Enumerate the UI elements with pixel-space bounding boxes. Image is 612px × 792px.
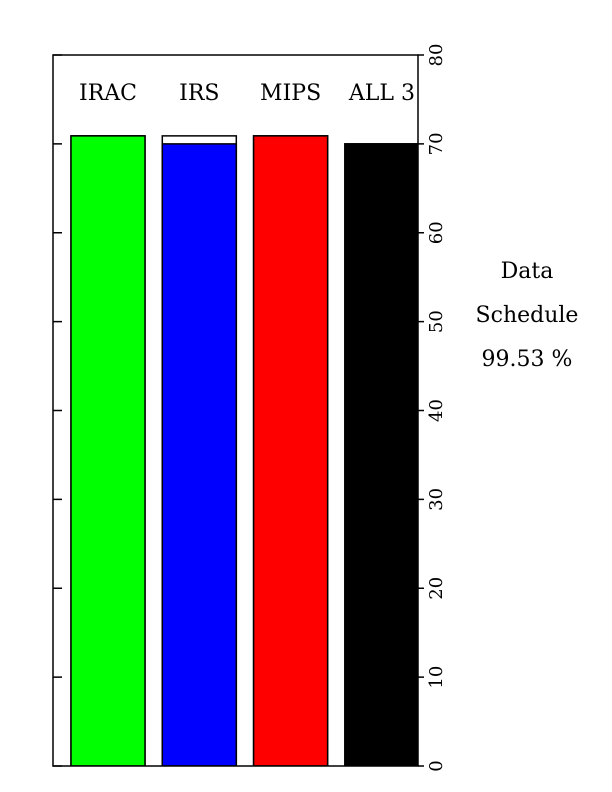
y-tick-label: 60 (426, 221, 447, 244)
y-tick-label: 40 (426, 399, 447, 422)
bar (252, 135, 329, 766)
bar (70, 135, 146, 766)
y-tick-label: 50 (426, 310, 447, 333)
category-label: MIPS (260, 81, 321, 106)
y-tick-label: 10 (426, 666, 447, 689)
y-tick-label: 30 (426, 488, 447, 511)
category-label: ALL 3 (348, 81, 415, 106)
annotation: Schedule (476, 303, 579, 328)
y-tick-label: 0 (426, 760, 447, 771)
category-label: IRS (179, 81, 219, 106)
plot-area: IRAC IRS MIPS ALL 3 (70, 81, 418, 766)
annotation: Data (501, 259, 554, 284)
bar (161, 143, 238, 766)
annotation: 99.53 % (482, 347, 573, 372)
category-label: IRAC (79, 81, 137, 106)
y-tick-label: 70 (426, 132, 447, 155)
bar (344, 143, 418, 766)
y-tick-label: 20 (426, 577, 447, 600)
y-tick-label: 80 (426, 44, 447, 67)
